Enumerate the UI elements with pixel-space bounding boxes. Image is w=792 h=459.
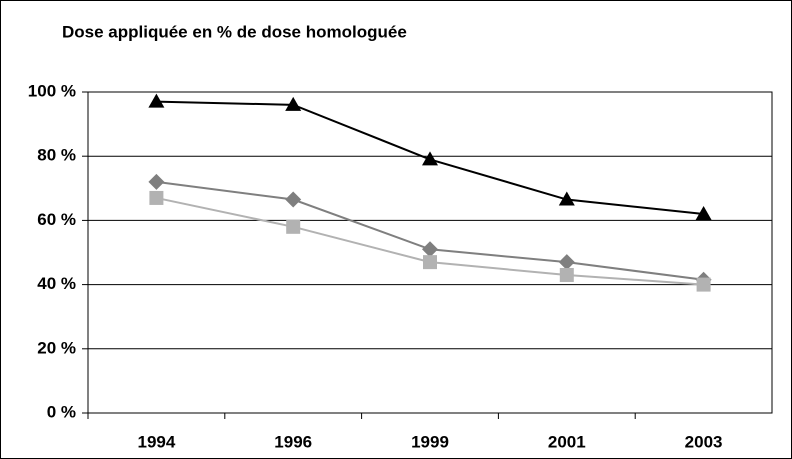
- y-tick-label: 0 %: [47, 402, 76, 421]
- y-tick-label: 60 %: [37, 210, 76, 229]
- marker: [559, 267, 574, 282]
- marker: [285, 191, 302, 208]
- x-tick-label: 2003: [685, 432, 723, 451]
- marker: [148, 173, 165, 190]
- marker: [149, 190, 164, 205]
- y-tick-label: 80 %: [37, 146, 76, 165]
- marker: [695, 205, 712, 220]
- chart-title: Dose appliquée en % de dose homologuée: [62, 22, 407, 41]
- marker: [696, 277, 711, 292]
- y-tick-label: 40 %: [37, 274, 76, 293]
- marker: [148, 93, 165, 108]
- marker: [422, 241, 438, 258]
- y-tick-label: 100 %: [28, 81, 76, 100]
- x-tick-label: 1996: [274, 432, 312, 451]
- marker: [423, 255, 437, 270]
- marker: [558, 191, 575, 206]
- y-tick-label: 20 %: [37, 338, 76, 357]
- marker: [285, 96, 302, 111]
- marker: [286, 219, 301, 234]
- x-tick-label: 1994: [137, 432, 175, 451]
- x-tick-label: 2001: [548, 432, 586, 451]
- marker: [422, 151, 438, 166]
- marker: [558, 254, 575, 271]
- x-tick-label: 1999: [411, 432, 449, 451]
